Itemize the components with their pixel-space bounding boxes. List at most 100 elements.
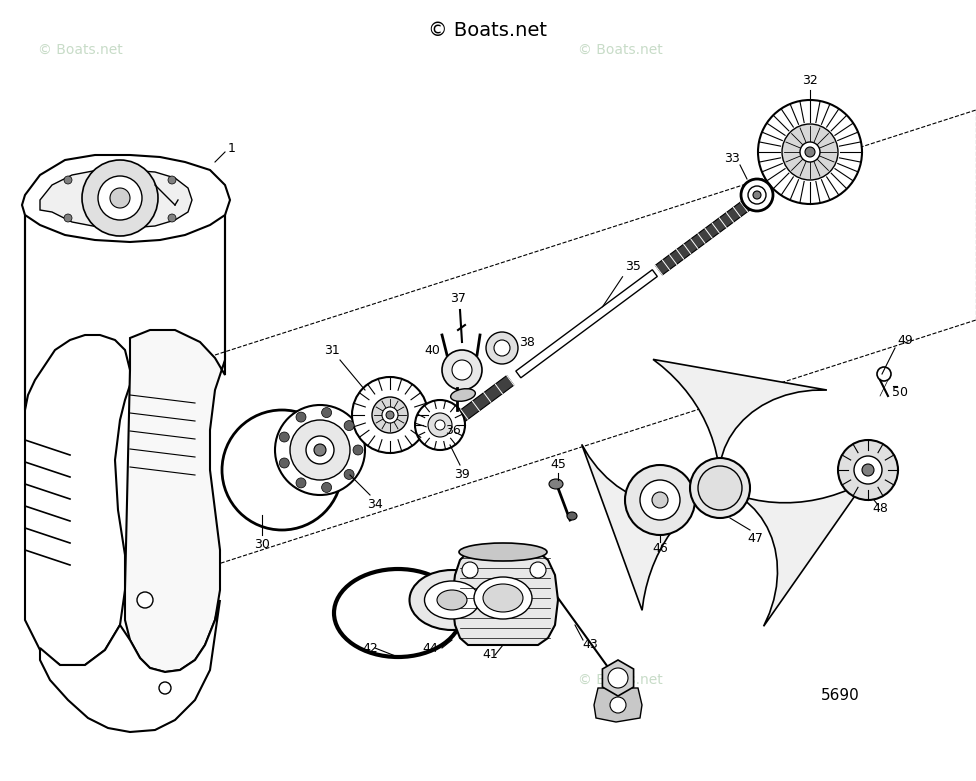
Polygon shape <box>427 376 514 445</box>
Polygon shape <box>40 170 192 228</box>
Text: 41: 41 <box>482 648 498 662</box>
Circle shape <box>800 142 820 162</box>
Circle shape <box>353 445 363 455</box>
Polygon shape <box>655 197 754 275</box>
Circle shape <box>279 458 289 468</box>
Circle shape <box>442 350 482 390</box>
Text: 46: 46 <box>652 541 668 555</box>
Circle shape <box>435 420 445 430</box>
Text: © Boats.net: © Boats.net <box>38 43 122 57</box>
Circle shape <box>98 176 142 220</box>
Circle shape <box>386 411 394 419</box>
Circle shape <box>345 421 354 430</box>
Text: 43: 43 <box>582 639 598 651</box>
Circle shape <box>64 214 72 222</box>
Circle shape <box>314 444 326 456</box>
Circle shape <box>805 147 815 157</box>
Circle shape <box>610 697 626 713</box>
Ellipse shape <box>459 543 547 561</box>
Text: 36: 36 <box>445 423 461 437</box>
Text: © Boats.net: © Boats.net <box>428 20 548 40</box>
Circle shape <box>690 458 750 518</box>
Polygon shape <box>25 205 130 665</box>
Ellipse shape <box>474 577 532 619</box>
Circle shape <box>322 483 332 493</box>
Circle shape <box>168 176 176 184</box>
Circle shape <box>275 405 365 495</box>
Circle shape <box>712 480 728 496</box>
Text: 32: 32 <box>802 73 818 87</box>
Polygon shape <box>747 482 865 626</box>
Text: 47: 47 <box>747 532 763 544</box>
Text: © Boats.net: © Boats.net <box>38 533 122 547</box>
Polygon shape <box>516 269 657 378</box>
Circle shape <box>854 456 882 484</box>
Ellipse shape <box>567 512 577 520</box>
Text: © Boats.net: © Boats.net <box>578 43 663 57</box>
Circle shape <box>838 440 898 500</box>
Circle shape <box>296 412 306 422</box>
Polygon shape <box>40 600 220 732</box>
Circle shape <box>698 466 742 510</box>
Text: 50: 50 <box>892 386 908 398</box>
Ellipse shape <box>549 479 563 489</box>
Circle shape <box>64 176 72 184</box>
Text: 38: 38 <box>519 337 535 350</box>
Circle shape <box>753 191 761 199</box>
Polygon shape <box>125 210 225 672</box>
Ellipse shape <box>334 569 462 657</box>
Text: 37: 37 <box>450 291 466 305</box>
Ellipse shape <box>451 389 475 401</box>
Text: 30: 30 <box>254 539 270 551</box>
Text: 39: 39 <box>454 469 469 482</box>
Circle shape <box>428 413 452 437</box>
Ellipse shape <box>437 590 467 610</box>
Circle shape <box>382 407 398 423</box>
Circle shape <box>415 400 465 450</box>
Circle shape <box>322 408 332 418</box>
Text: 35: 35 <box>625 260 640 273</box>
Circle shape <box>372 397 408 433</box>
Circle shape <box>494 340 510 356</box>
Polygon shape <box>602 660 633 696</box>
Circle shape <box>862 464 874 476</box>
Circle shape <box>168 214 176 222</box>
Ellipse shape <box>410 570 495 630</box>
Circle shape <box>640 480 680 520</box>
Text: 1: 1 <box>228 141 236 155</box>
Polygon shape <box>594 688 642 722</box>
Circle shape <box>137 592 153 608</box>
Polygon shape <box>582 444 696 610</box>
Circle shape <box>486 332 518 364</box>
Circle shape <box>306 436 334 464</box>
Circle shape <box>530 562 546 578</box>
Text: 5690: 5690 <box>821 687 860 702</box>
Circle shape <box>222 410 342 530</box>
Circle shape <box>345 469 354 480</box>
Circle shape <box>462 562 478 578</box>
Text: 44: 44 <box>423 641 438 654</box>
Circle shape <box>279 432 289 442</box>
Text: 42: 42 <box>362 641 378 654</box>
Polygon shape <box>653 359 827 458</box>
Circle shape <box>82 160 158 236</box>
Text: 34: 34 <box>367 498 383 512</box>
Circle shape <box>748 186 766 204</box>
Circle shape <box>741 179 773 211</box>
Circle shape <box>290 420 350 480</box>
Circle shape <box>608 668 628 688</box>
Ellipse shape <box>483 584 523 612</box>
Text: 33: 33 <box>724 152 740 165</box>
Ellipse shape <box>343 577 453 649</box>
Circle shape <box>296 478 306 488</box>
Polygon shape <box>22 155 230 242</box>
Polygon shape <box>452 552 558 645</box>
Circle shape <box>758 100 862 204</box>
Circle shape <box>110 188 130 208</box>
Circle shape <box>159 682 171 694</box>
Circle shape <box>702 470 738 506</box>
Circle shape <box>625 465 695 535</box>
Ellipse shape <box>425 581 479 619</box>
Text: © Boats.net: © Boats.net <box>578 673 663 687</box>
Text: 45: 45 <box>550 458 566 472</box>
